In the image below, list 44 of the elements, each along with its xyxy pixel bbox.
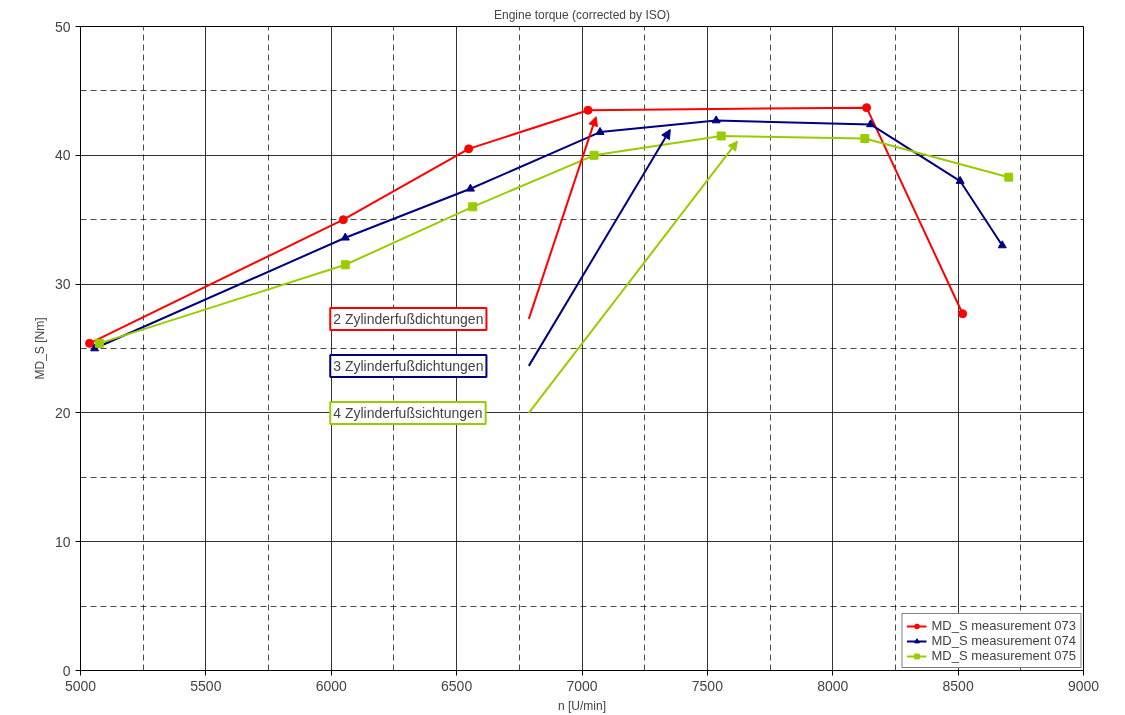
point	[468, 202, 478, 212]
point	[595, 127, 605, 135]
point	[958, 309, 968, 319]
point	[711, 115, 721, 124]
point	[338, 215, 348, 225]
point	[340, 232, 350, 241]
annotation: 2 Zylinderfußdichtungen	[333, 310, 484, 327]
point	[997, 240, 1007, 249]
point	[340, 260, 350, 270]
point	[955, 175, 965, 184]
point	[583, 105, 593, 115]
point	[862, 103, 872, 113]
chart-title: Engine torque (corrected by ISO)	[493, 7, 671, 22]
point	[465, 183, 475, 192]
point	[85, 338, 95, 348]
y-axis-title: MD_S [Nm]	[32, 317, 47, 380]
x-tick-label: 7500	[691, 677, 724, 694]
annotation: 3 Zylinderfußdichtungen	[333, 357, 484, 374]
point	[860, 134, 870, 144]
point	[464, 144, 474, 154]
point	[866, 119, 876, 128]
y-tick-label: 40	[54, 147, 71, 164]
point	[1004, 172, 1014, 182]
x-axis-title: n [U/min]	[557, 698, 607, 713]
legend-label: MD_S measurement 073	[931, 618, 1076, 633]
x-tick-label: 6500	[441, 677, 473, 694]
x-tick-label: 5500	[190, 677, 222, 694]
point	[589, 150, 599, 160]
x-tick-label: 8000	[817, 677, 849, 694]
y-tick-label: 30	[54, 276, 71, 293]
y-tick-label: 0	[62, 662, 71, 679]
x-tick-label: 9000	[1067, 677, 1100, 694]
x-tick-label: 8500	[942, 677, 974, 694]
x-tick-label: 5000	[64, 677, 97, 694]
y-tick-label: 20	[54, 404, 71, 421]
point	[94, 338, 104, 348]
annotation: 4 Zylinderfußsichtungen	[333, 404, 483, 421]
x-tick-label: 6000	[315, 677, 348, 694]
point	[716, 131, 726, 141]
y-tick-label: 50	[54, 18, 71, 35]
y-tick-label: 10	[54, 533, 71, 550]
x-tick-label: 7000	[566, 677, 598, 694]
legend-label: MD_S measurement 075	[931, 648, 1076, 663]
legend-label: MD_S measurement 074	[931, 633, 1076, 648]
